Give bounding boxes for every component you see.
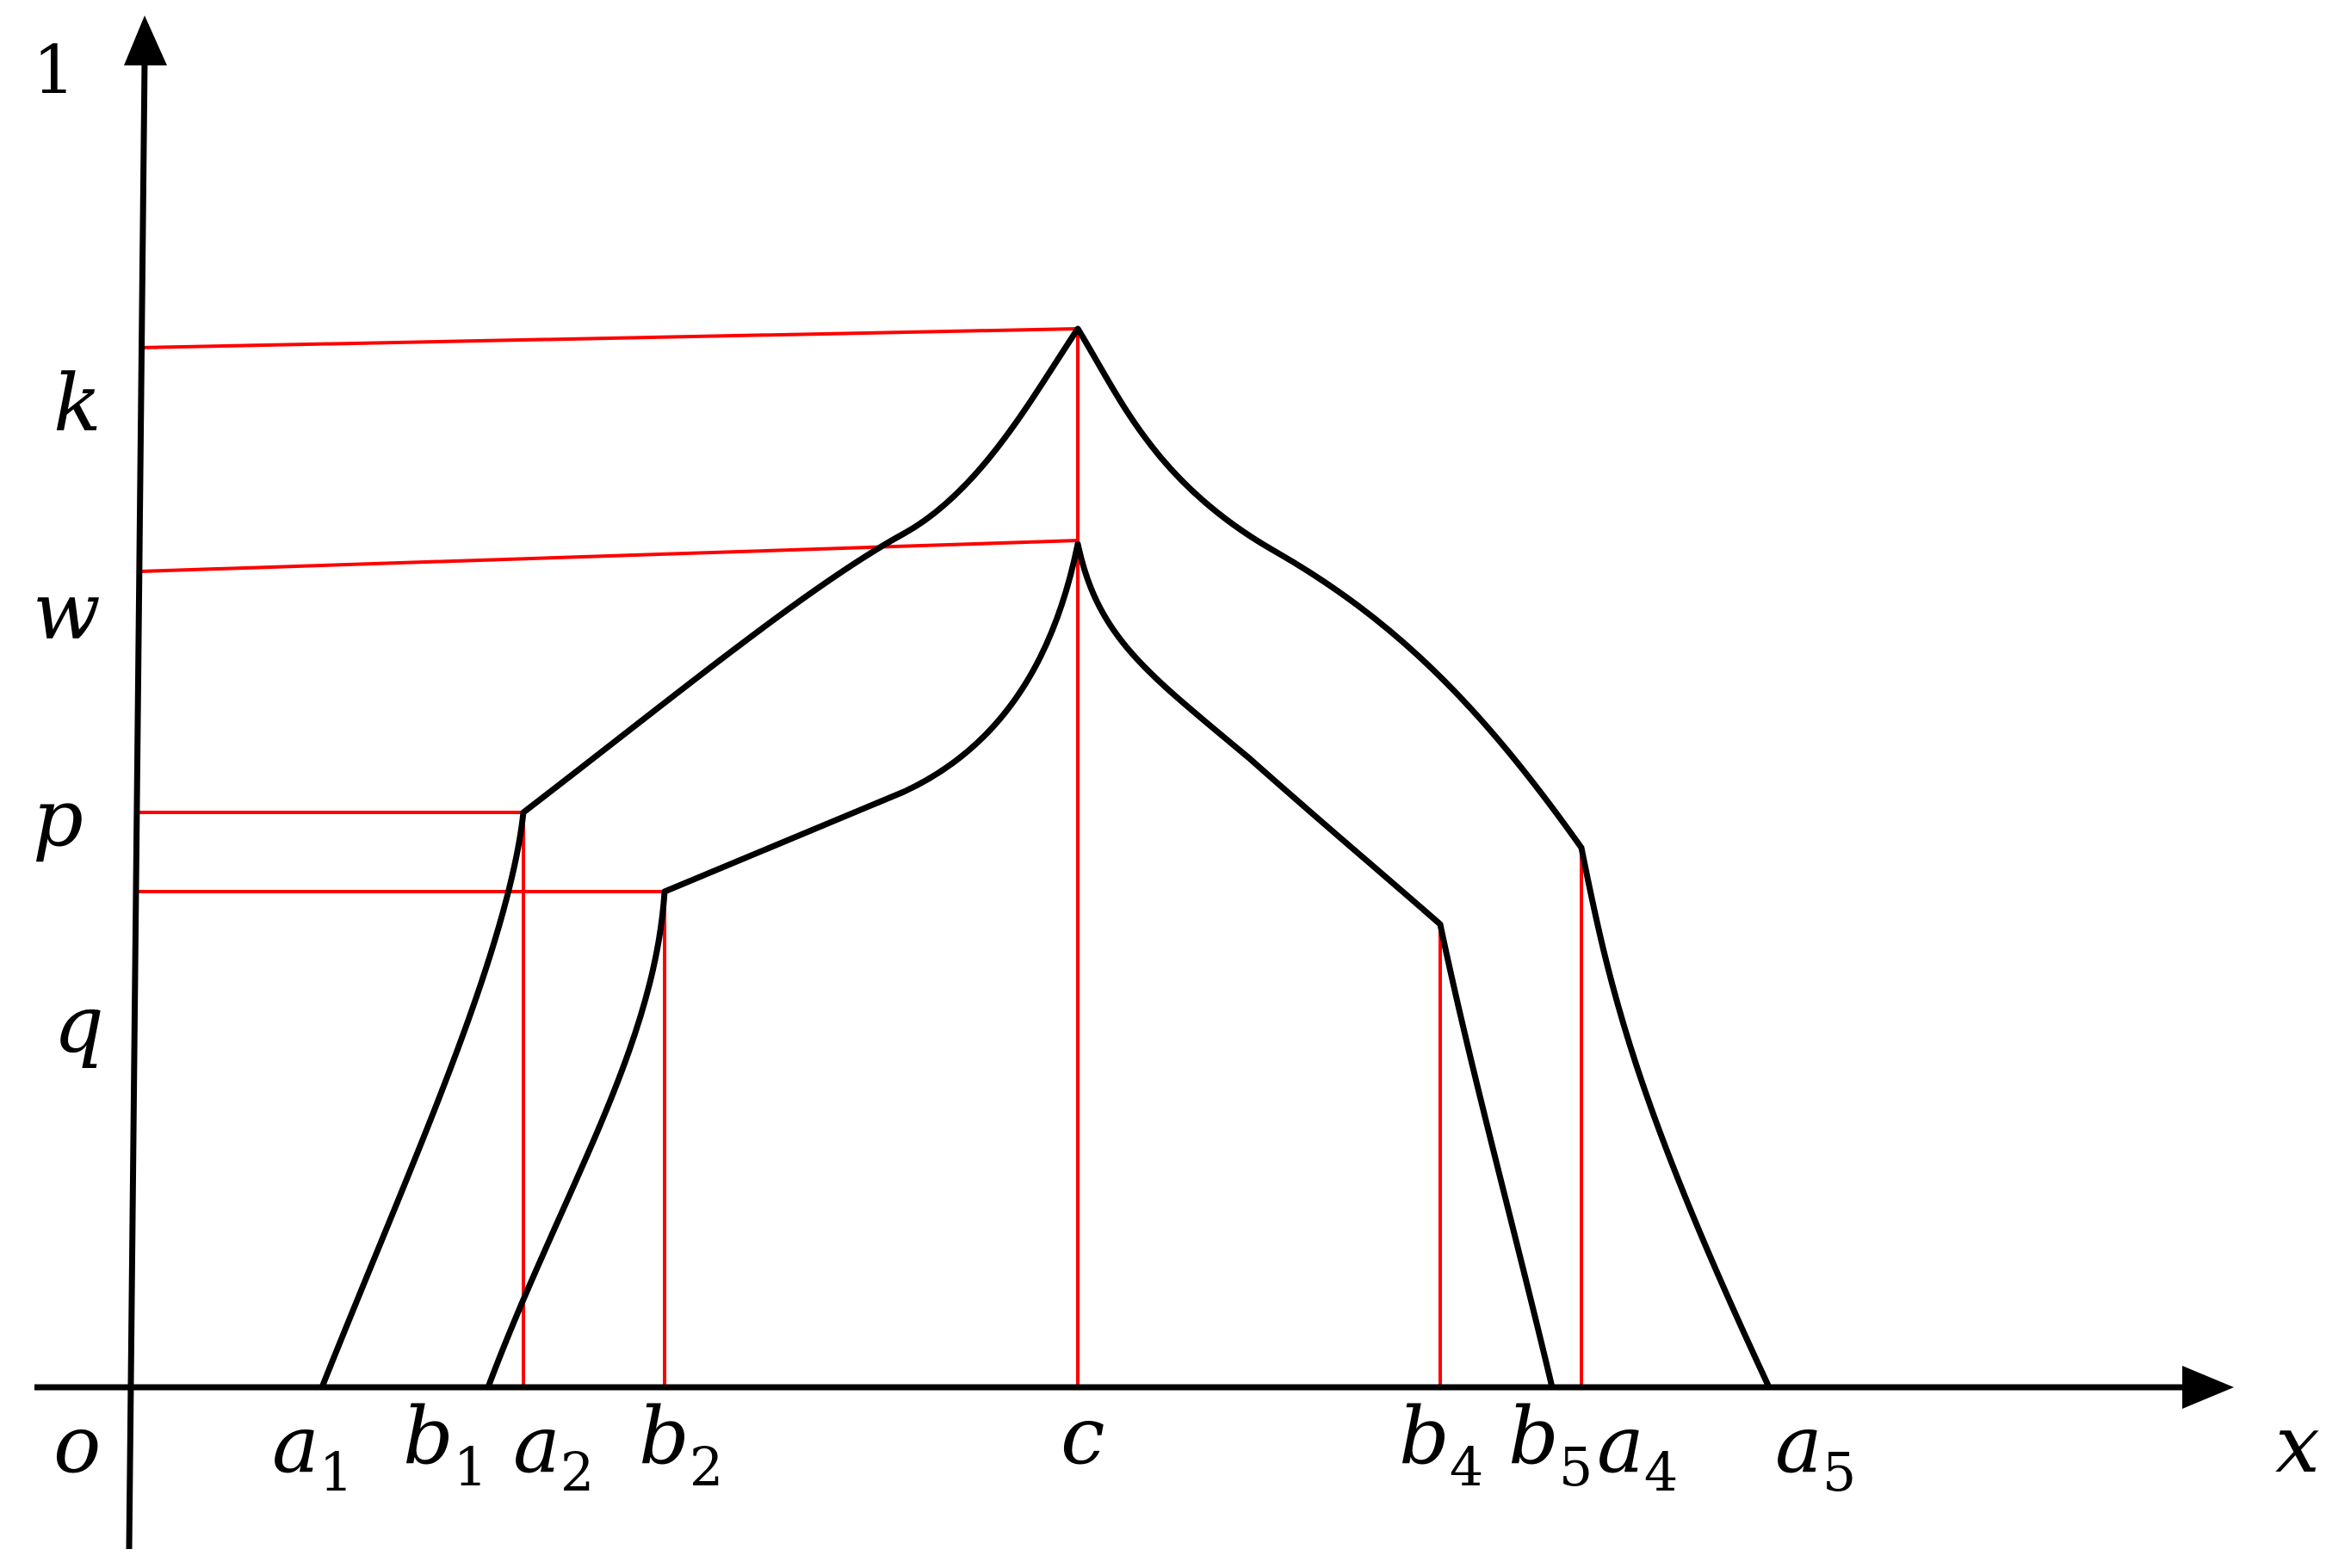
x-label-c: c	[1061, 1390, 1105, 1482]
axes	[34, 15, 2234, 1550]
y-axis-labels: 1 k w p q	[33, 32, 104, 1071]
y-label-w: w	[33, 565, 101, 657]
x-label-b4: b4	[1399, 1390, 1483, 1498]
x-label-a4: a4	[1597, 1398, 1678, 1503]
origin-label: o	[53, 1398, 101, 1491]
x-label-b2: b2	[639, 1390, 723, 1498]
y-axis-arrow-icon	[124, 15, 167, 65]
guide-lines	[133, 327, 1583, 1386]
x-axis-arrow-icon	[2182, 1366, 2234, 1409]
y-axis	[126, 59, 148, 1550]
outer-curve	[319, 325, 1773, 1389]
membership-curves	[319, 325, 1773, 1389]
y-label-k: k	[53, 357, 102, 449]
guide-k-horizontal	[139, 327, 1079, 349]
x-axis-labels: o x a1 b1 a2 b2 c b4 b5 a4 a5	[53, 1390, 2320, 1503]
x-axis-label: x	[2275, 1398, 2320, 1491]
guide-w-horizontal	[139, 539, 1079, 573]
x-label-a5: a5	[1775, 1398, 1856, 1503]
x-label-a1: a1	[272, 1398, 353, 1503]
x-label-a2: a2	[513, 1398, 594, 1503]
y-max-label: 1	[33, 32, 76, 109]
x-label-b1: b1	[403, 1390, 487, 1498]
y-label-p: p	[33, 772, 84, 864]
y-label-q: q	[53, 978, 104, 1071]
inner-curve	[485, 540, 1556, 1389]
x-label-b5: b5	[1508, 1390, 1593, 1498]
